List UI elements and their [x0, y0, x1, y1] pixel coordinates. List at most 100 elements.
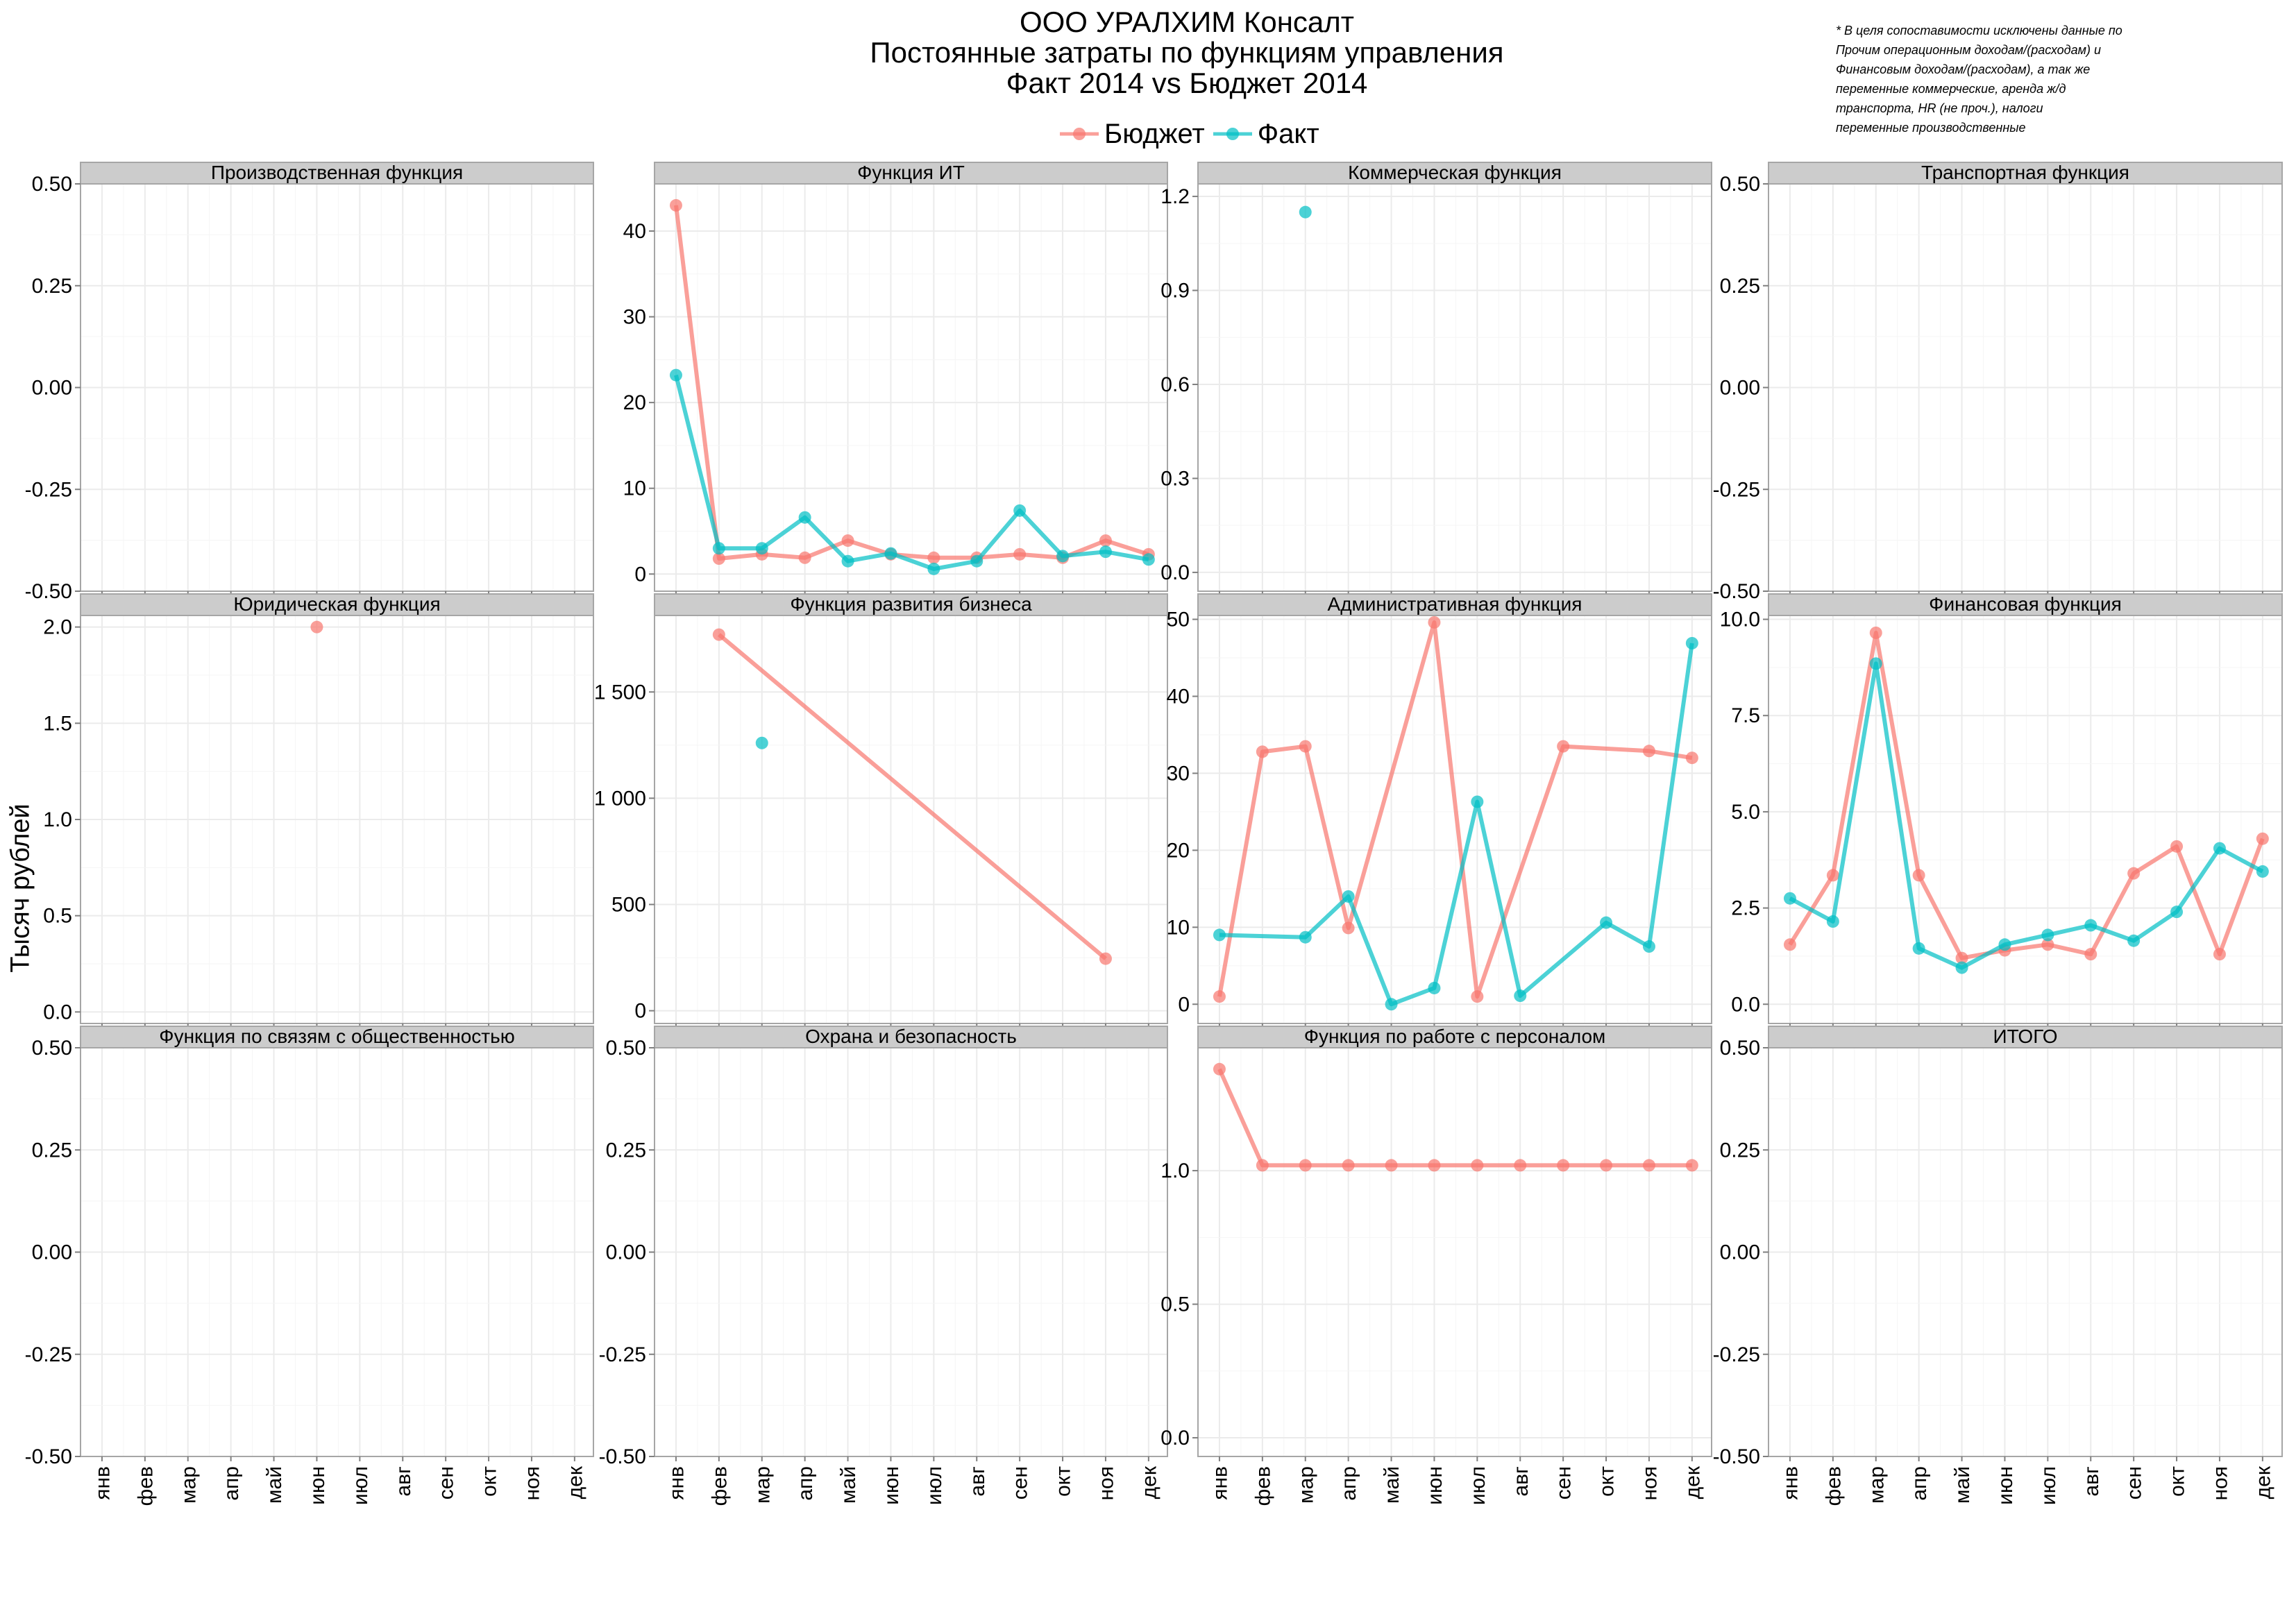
data-point-fact — [1642, 940, 1655, 953]
x-tick-label: апр — [1908, 1466, 1931, 1501]
y-tick-label: -0.50 — [599, 1445, 646, 1468]
y-tick-label: 30 — [1167, 762, 1190, 785]
data-point-fact — [970, 554, 984, 568]
y-tick-label: 0.00 — [606, 1241, 646, 1264]
data-point-fact — [1385, 998, 1398, 1011]
data-point-budget — [1013, 547, 1027, 561]
data-point-fact — [669, 368, 682, 382]
x-tick-label: ноя — [521, 1466, 543, 1501]
x-tick-label: янв — [1208, 1466, 1231, 1500]
legend-item-budget: Бюджет — [1058, 119, 1205, 150]
data-point-budget — [1685, 751, 1698, 765]
x-tick-label: май — [1951, 1466, 1974, 1504]
facet-strip-title: Производственная функция — [211, 162, 463, 183]
facet-panel-11: ИТОГО -0.50 -0.25 0.00 0.25 0.50 янв фев мар апр м… — [1713, 1026, 2283, 1506]
facet-strip — [654, 593, 1168, 616]
facet-panel-2: Коммерческая функция 0.0 0.3 0.6 0.9 1.2 — [1160, 162, 1712, 596]
facet-strip — [80, 162, 594, 185]
data-point-budget — [841, 534, 854, 547]
facet-strip-title: Функция развития бизнеса — [790, 593, 1032, 615]
data-point-fact — [1998, 938, 2011, 951]
data-point-fact — [841, 554, 854, 568]
data-point-fact — [1056, 550, 1070, 563]
data-point-fact — [1213, 928, 1226, 942]
panel-border — [1768, 615, 2283, 1024]
data-point-fact — [1600, 916, 1613, 929]
y-tick-label: 0.50 — [32, 1037, 72, 1060]
facet-strip-title: Юридическая функция — [233, 593, 440, 615]
x-tick-label: фев — [1822, 1466, 1845, 1506]
x-tick-label: авг — [1510, 1466, 1533, 1497]
y-tick-label: 0 — [634, 563, 646, 586]
facet-strip-title: Функция по работе с персоналом — [1304, 1026, 1606, 1047]
facet-strip — [1197, 593, 1712, 616]
data-point-budget — [1514, 1159, 1527, 1172]
facet-strip — [1197, 1026, 1712, 1048]
legend: Бюджет Факт — [1058, 114, 1326, 153]
y-tick-label: 0.6 — [1160, 373, 1190, 396]
data-point-budget — [1428, 615, 1441, 629]
y-tick-label: 0.25 — [32, 275, 72, 298]
y-tick-label: 0 — [1178, 993, 1190, 1016]
data-point-budget — [1213, 990, 1226, 1003]
y-tick-label: 2.5 — [1731, 897, 1760, 920]
y-tick-label: 7.5 — [1731, 704, 1760, 727]
data-point-budget — [1557, 1159, 1570, 1172]
data-point-budget — [712, 628, 725, 641]
x-tick-label: янв — [665, 1466, 688, 1500]
chart-title-block: ООО УРАЛХИМ Консалт Постоянные затраты п… — [0, 7, 2296, 99]
data-point-fact — [1299, 931, 1312, 944]
y-tick-label: 20 — [1167, 839, 1190, 862]
panel-border — [1197, 183, 1712, 592]
x-tick-label: мар — [1294, 1466, 1317, 1504]
data-point-fact — [1099, 545, 1112, 559]
x-tick-label: фев — [708, 1466, 731, 1506]
panel-border — [1197, 1047, 1712, 1457]
data-point-fact — [1514, 989, 1527, 1003]
x-tick-label: авг — [2080, 1466, 2103, 1497]
x-tick-label: ноя — [2209, 1466, 2231, 1501]
panel-border — [654, 615, 1168, 1024]
y-tick-label: 10 — [623, 477, 646, 500]
y-tick-label: -0.50 — [1713, 580, 1760, 603]
x-tick-label: дек — [564, 1465, 586, 1499]
x-tick-label: янв — [1779, 1466, 1802, 1500]
x-tick-label: май — [263, 1466, 286, 1504]
facet-panel-10: Функция по работе с персоналом 0.0 0.5 1.0 я… — [1160, 1026, 1712, 1506]
data-point-fact — [1685, 636, 1698, 649]
series-line-budget — [1788, 631, 2265, 960]
data-point-budget — [1428, 1159, 1441, 1172]
y-tick-label: 2.0 — [43, 616, 72, 639]
x-tick-label: окт — [2166, 1466, 2189, 1497]
y-tick-label: -0.25 — [1713, 1343, 1760, 1366]
data-point-fact — [1869, 657, 1882, 670]
y-tick-label: -0.50 — [25, 580, 72, 603]
y-tick-label: 500 — [611, 894, 646, 917]
data-point-budget — [1342, 921, 1355, 935]
facet-panel-3: Транспортная функция -0.50 -0.25 0.00 0.25 0.… — [1713, 162, 2283, 603]
data-point-budget — [669, 198, 682, 212]
x-tick-label: авг — [966, 1466, 989, 1497]
data-point-budget — [1912, 869, 1925, 882]
legend-key-fact-icon — [1213, 128, 1252, 140]
data-point-budget — [1342, 1159, 1355, 1172]
x-tick-label: сен — [2123, 1466, 2146, 1499]
footnote: * В целя сопоставимости исключены данные… — [1836, 21, 2197, 137]
x-tick-label: июл — [923, 1466, 946, 1505]
y-tick-label: 0.25 — [1720, 275, 1760, 298]
x-tick-label: май — [837, 1466, 860, 1504]
data-point-budget — [1642, 745, 1655, 758]
data-point-fact — [755, 542, 768, 555]
facet-strip-title: Функция ИТ — [857, 162, 965, 183]
y-tick-label: -0.50 — [1713, 1445, 1760, 1468]
data-point-budget — [798, 551, 811, 564]
legend-key-budget-icon — [1060, 128, 1099, 140]
data-point-fact — [1826, 915, 1839, 928]
data-point-budget — [712, 552, 725, 566]
data-point-fact — [1142, 553, 1155, 566]
y-tick-label: 0.3 — [1160, 467, 1190, 490]
data-point-budget — [1471, 1159, 1484, 1172]
facet-strip-title: Транспортная функция — [1921, 162, 2129, 183]
facet-panel-4: Юридическая функция 0.0 0.5 1.0 1.5 2.0 — [43, 593, 594, 1028]
y-tick-label: 5.0 — [1731, 801, 1760, 824]
